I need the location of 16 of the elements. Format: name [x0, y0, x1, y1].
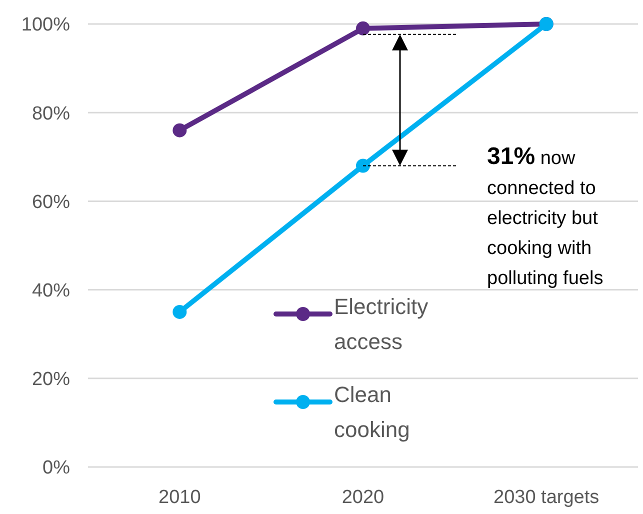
y-tick-label: 0%	[42, 458, 70, 479]
x-tick-label: 2010	[158, 487, 201, 508]
y-tick-label: 60%	[32, 192, 70, 213]
y-tick-label: 100%	[21, 14, 70, 36]
y-tick-label: 80%	[32, 103, 70, 124]
point	[172, 304, 187, 319]
y-tick-label: 20%	[32, 369, 70, 390]
point	[172, 123, 187, 138]
legend-label: Clean cooking	[334, 382, 410, 442]
point	[356, 21, 370, 36]
x-tick-label: 2020	[342, 487, 384, 508]
point	[356, 158, 370, 173]
annotation: 31% now connected to electricity but cooking with polluting fuels	[487, 142, 604, 289]
legend-label: Electricity access	[334, 294, 428, 354]
x-tick-label: 2030 targets	[494, 487, 600, 508]
y-tick-label: 40%	[32, 280, 70, 302]
